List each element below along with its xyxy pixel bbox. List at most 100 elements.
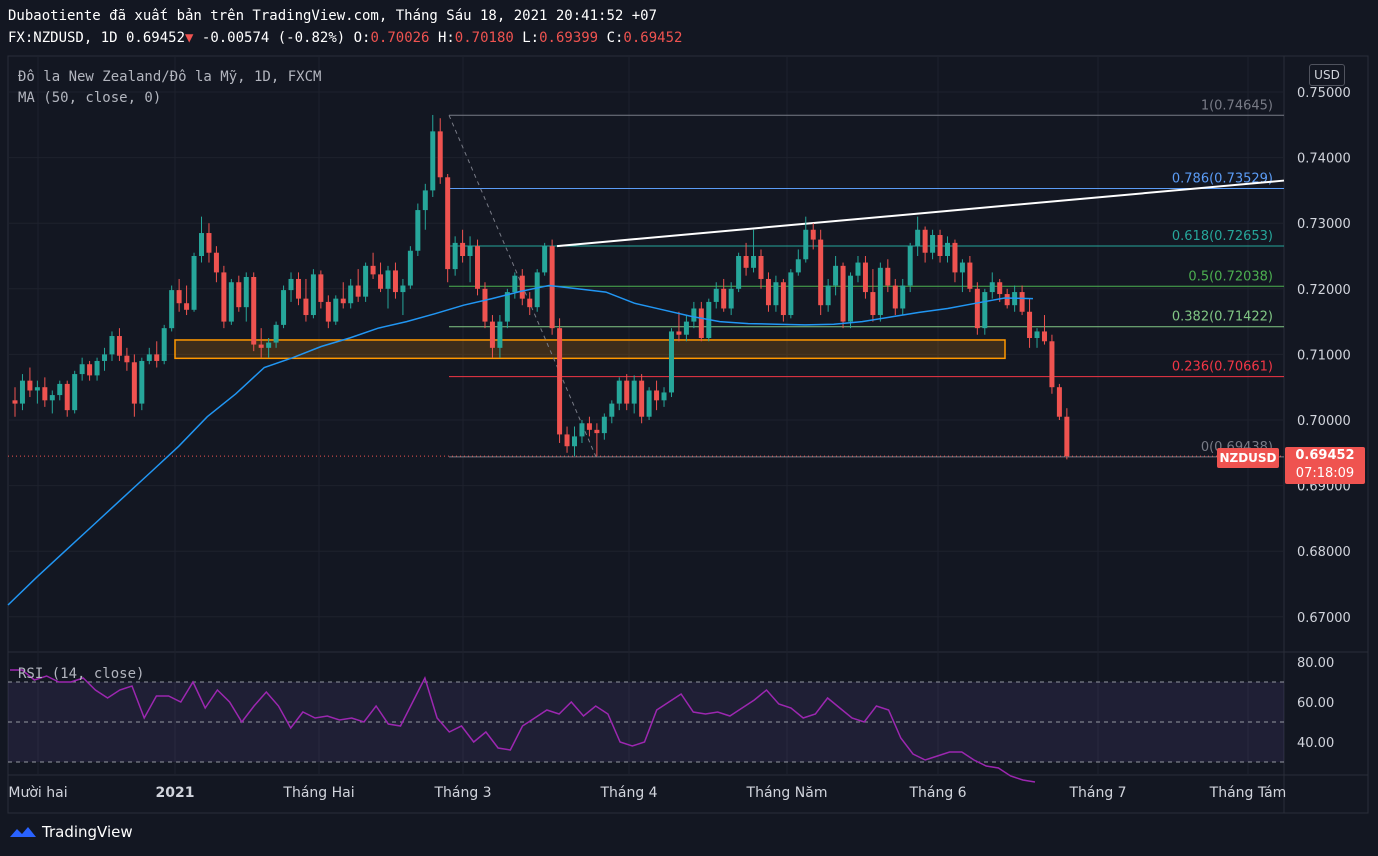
candle-body (997, 282, 1003, 295)
candle-body (355, 285, 361, 297)
candle-body (907, 246, 913, 286)
candle-body (676, 331, 682, 335)
candle-body (512, 275, 518, 293)
candle-body (392, 270, 398, 293)
time-tick-label: Tháng 4 (599, 785, 657, 801)
rsi-tick-label: 60.00 (1297, 696, 1334, 711)
price-axis[interactable]: 0.75000 0.74000 0.73000 0.72000 0.71000 0.700… (1297, 86, 1351, 626)
rsi-axis: 80.00 60.00 40.00 (1297, 656, 1334, 751)
candle-body (12, 400, 18, 404)
close-label: C: (606, 30, 624, 46)
candle-body (258, 344, 264, 348)
candle-body (631, 380, 637, 404)
candle-body (266, 342, 272, 348)
candle-body (594, 429, 600, 434)
candle-body (184, 303, 190, 310)
symbol-tag: NZDUSD (1217, 448, 1279, 468)
candle-body (27, 380, 33, 391)
currency-button[interactable]: USD (1309, 64, 1345, 86)
candle-body (199, 233, 204, 256)
last-price: 0.69452 (1295, 448, 1355, 463)
candle-body (698, 308, 704, 338)
time-axis[interactable]: Mười hai 2021 Tháng Hai Tháng 3 Tháng 4 Tháng… (8, 785, 1286, 801)
candle-body (489, 321, 495, 348)
candle-body (385, 270, 391, 289)
candle-body (169, 290, 175, 329)
candlesticks (12, 114, 1070, 460)
candle-body (288, 278, 294, 291)
candle-body (109, 336, 115, 355)
candle-body (64, 383, 70, 411)
candle-body (549, 246, 555, 329)
candle-body (452, 242, 458, 270)
candle-body (579, 423, 585, 437)
low-label: L: (522, 30, 540, 46)
candle-body (751, 256, 757, 268)
brand-name: TradingView (42, 823, 133, 841)
down-arrow-icon: ▼ (185, 30, 194, 46)
price-tick-label: 0.67000 (1297, 611, 1351, 626)
resistance-trendline[interactable] (556, 179, 1285, 248)
candle-body (892, 285, 898, 309)
candle-body (1041, 331, 1047, 342)
candle-body (318, 274, 324, 302)
candle-body (601, 416, 607, 434)
candle-body (989, 282, 995, 293)
candle-body (19, 380, 25, 404)
candle-body (683, 321, 689, 335)
candle-body (736, 256, 742, 289)
candle-body (504, 292, 510, 322)
candle-body (422, 190, 428, 211)
candle-body (758, 256, 764, 279)
candle-body (668, 331, 674, 393)
ma-legend[interactable]: MA (50, close, 0) (18, 90, 162, 106)
candle-body (400, 285, 406, 293)
time-tick-label: Tháng Hai (282, 785, 354, 801)
price-tick-label: 0.74000 (1297, 152, 1351, 167)
symbol-info: FX:NZDUSD, 1D 0.69452 (8, 30, 186, 46)
candle-body (407, 250, 413, 286)
candle-body (780, 282, 786, 316)
rsi-legend[interactable]: RSI (14, close) (18, 666, 145, 682)
candle-body (564, 434, 570, 447)
candle-body (437, 131, 443, 178)
fib-level-label: 0.382(0.71422) (1172, 310, 1273, 325)
fib-level-label: 0.236(0.70661) (1172, 360, 1273, 375)
time-tick-label: 2021 (156, 785, 195, 801)
candle-body (586, 423, 592, 430)
candle-body (825, 285, 831, 306)
price-tick-label: 0.71000 (1297, 348, 1351, 363)
candle-body (34, 387, 40, 391)
bar-countdown: 07:18:09 (1295, 466, 1355, 481)
candle-body (251, 276, 257, 345)
candle-body (42, 387, 48, 401)
candle-body (273, 324, 279, 343)
candle-body (116, 336, 122, 356)
candle-body (139, 360, 145, 404)
candle-body (654, 390, 660, 401)
tradingview-logo[interactable]: TradingView (8, 823, 133, 841)
ma-line (7, 284, 1034, 606)
fibonacci-retracement[interactable]: 1(0.74645) 0.786(0.73529) 0.618(0.72653) 0.… (449, 98, 1284, 458)
candle-body (430, 131, 436, 191)
candle-body (176, 290, 182, 304)
candle-body (206, 233, 212, 253)
candle-body (713, 288, 719, 302)
candle-body (915, 229, 921, 247)
support-zone[interactable] (174, 339, 1006, 360)
candle-body (803, 229, 809, 260)
price-tick-label: 0.72000 (1297, 283, 1351, 298)
candle-body (945, 242, 950, 256)
candle-body (728, 288, 734, 309)
candle-body (49, 395, 55, 401)
instrument-legend[interactable]: Đô la New Zealand/Đô la Mỹ, 1D, FXCM (18, 69, 322, 85)
candle-body (295, 278, 301, 299)
candle-body (885, 267, 891, 286)
candle-body (810, 229, 816, 240)
candle-body (79, 364, 85, 375)
last-price-tag: 0.69452 07:18:09 (1285, 447, 1365, 484)
candle-body (870, 292, 876, 316)
candle-body (616, 380, 622, 404)
candle-body (952, 242, 958, 273)
